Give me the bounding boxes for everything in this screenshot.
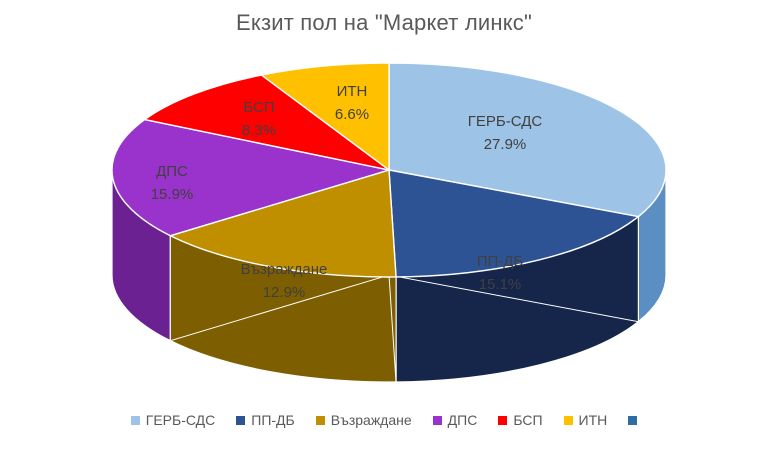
legend-item-label: ПП-ДБ bbox=[251, 412, 295, 428]
legend-item-label: ИТН bbox=[578, 412, 608, 428]
legend-item-label: БСП bbox=[513, 412, 543, 428]
pie-slice-labels: ГЕРБ-СДС 27.9% ПП-ДБ 15.1% Възраждане 12.9% ДП… bbox=[151, 83, 543, 301]
legend-item[interactable]: БСП bbox=[498, 412, 543, 428]
legend-swatch-icon bbox=[628, 415, 638, 425]
legend-item-label: ГЕРБ-СДС bbox=[145, 412, 216, 428]
legend-item[interactable]: Възраждане bbox=[315, 412, 412, 428]
legend-item[interactable]: ПП-ДБ bbox=[236, 412, 295, 428]
chart-title: Екзит пол на "Маркет линкс" bbox=[236, 10, 532, 35]
pie-slice-Възраждане[interactable] bbox=[168, 169, 397, 278]
pie-top-surfaces bbox=[111, 62, 667, 278]
chart-legend: ГЕРБ-СДС ПП-ДБ Възраждане ДПС БСП ИТН bbox=[0, 412, 768, 428]
slice-label-name: ДПС bbox=[156, 163, 188, 180]
legend-swatch-icon bbox=[315, 415, 325, 425]
slice-label-name: ГЕРБ-СДС bbox=[468, 113, 543, 130]
slice-label-value: 27.9% bbox=[484, 136, 527, 153]
legend-item-label: ДПС bbox=[447, 412, 478, 428]
legend-swatch-icon bbox=[130, 415, 140, 425]
slice-label-value: 15.9% bbox=[151, 186, 194, 203]
slice-label-value: 15.1% bbox=[479, 276, 522, 293]
slice-label-value: 12.9% bbox=[263, 284, 306, 301]
slice-label-name: БСП bbox=[243, 99, 274, 116]
legend-item[interactable] bbox=[628, 415, 638, 425]
legend-swatch-icon bbox=[432, 415, 442, 425]
pie-slice-ДПС[interactable] bbox=[111, 118, 390, 237]
pie-chart-svg: ГЕРБ-СДС 27.9% ПП-ДБ 15.1% Възраждане 12.9% ДП… bbox=[111, 62, 667, 383]
slice-label-name: Възраждане bbox=[241, 261, 328, 278]
pie-slice-БСП[interactable] bbox=[143, 74, 390, 171]
legend-swatch-icon bbox=[236, 415, 246, 425]
legend-item-label: Възраждане bbox=[330, 412, 412, 428]
slice-label-name: ИТН bbox=[337, 83, 368, 100]
legend-item[interactable]: ДПС bbox=[432, 412, 478, 428]
legend-item[interactable]: ГЕРБ-СДС bbox=[130, 412, 216, 428]
pie-slice-ГЕРБ-СДС[interactable] bbox=[388, 62, 667, 218]
legend-swatch-icon bbox=[563, 415, 573, 425]
legend-item[interactable]: ИТН bbox=[563, 412, 608, 428]
pie-slice-ПП-ДБ[interactable] bbox=[388, 169, 640, 278]
slice-label-value: 6.6% bbox=[335, 106, 369, 123]
pie-slice-ИТН[interactable] bbox=[259, 62, 390, 172]
legend-swatch-icon bbox=[498, 415, 508, 425]
slice-label-value: 8.3% bbox=[242, 122, 276, 139]
slice-label-name: ПП-ДБ bbox=[477, 253, 524, 270]
